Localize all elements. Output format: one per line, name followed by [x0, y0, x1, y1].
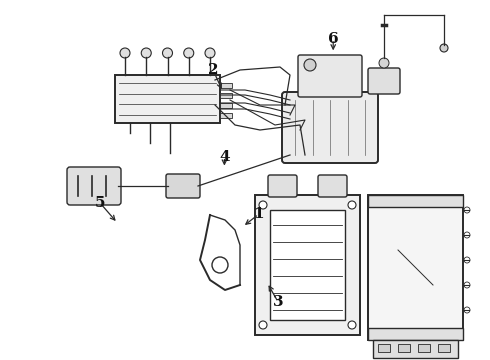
- FancyBboxPatch shape: [368, 68, 400, 94]
- Circle shape: [259, 201, 267, 209]
- Circle shape: [304, 59, 316, 71]
- Circle shape: [348, 321, 356, 329]
- FancyBboxPatch shape: [166, 174, 200, 198]
- Circle shape: [379, 58, 389, 68]
- Circle shape: [348, 201, 356, 209]
- Text: 5: 5: [95, 197, 106, 210]
- Bar: [270, 210, 345, 320]
- Bar: [255, 195, 360, 335]
- Bar: [398, 344, 410, 352]
- Circle shape: [163, 48, 172, 58]
- FancyBboxPatch shape: [67, 167, 121, 205]
- Circle shape: [464, 232, 470, 238]
- Circle shape: [184, 48, 194, 58]
- Bar: [438, 344, 450, 352]
- Text: 3: 3: [273, 296, 284, 309]
- Circle shape: [141, 48, 151, 58]
- FancyBboxPatch shape: [373, 340, 458, 358]
- Bar: [115, 75, 220, 123]
- Bar: [378, 344, 390, 352]
- Bar: [368, 195, 463, 340]
- FancyBboxPatch shape: [268, 175, 297, 197]
- Circle shape: [212, 257, 228, 273]
- Circle shape: [464, 307, 470, 313]
- Circle shape: [205, 48, 215, 58]
- Circle shape: [464, 207, 470, 213]
- Circle shape: [120, 48, 130, 58]
- Bar: [220, 113, 232, 118]
- Bar: [220, 103, 232, 108]
- Bar: [220, 93, 232, 98]
- FancyBboxPatch shape: [298, 55, 362, 97]
- Text: 1: 1: [253, 207, 264, 221]
- Text: 2: 2: [208, 63, 219, 77]
- Bar: [368, 328, 463, 340]
- Circle shape: [259, 321, 267, 329]
- Bar: [368, 195, 463, 207]
- Bar: [418, 344, 430, 352]
- FancyBboxPatch shape: [318, 175, 347, 197]
- Circle shape: [440, 44, 448, 52]
- Bar: [220, 83, 232, 88]
- Text: 4: 4: [219, 150, 230, 163]
- Circle shape: [464, 257, 470, 263]
- Circle shape: [464, 282, 470, 288]
- Text: 6: 6: [328, 32, 339, 46]
- FancyBboxPatch shape: [282, 92, 378, 163]
